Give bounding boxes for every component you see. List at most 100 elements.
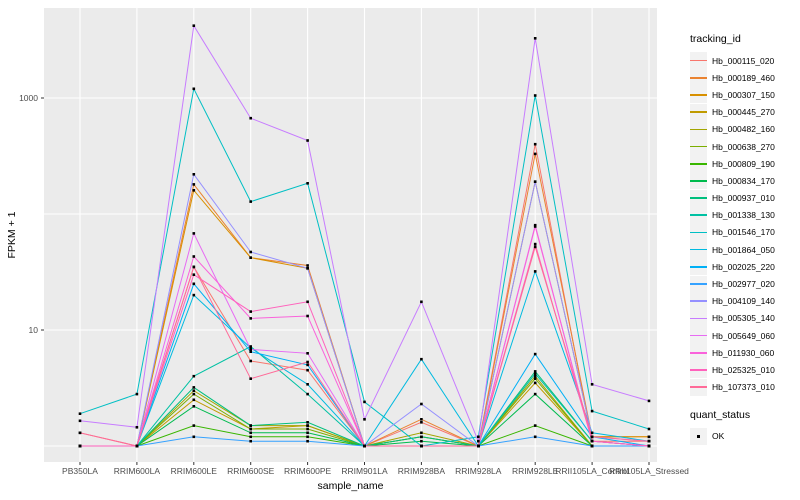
legend-label: Hb_000809_190	[712, 158, 775, 169]
legend-label: Hb_002025_220	[712, 261, 775, 272]
data-point	[78, 444, 82, 448]
legend-line-swatch-icon	[690, 248, 707, 251]
legend-line-swatch-icon	[690, 317, 707, 320]
legend-label: Hb_011930_060	[712, 347, 775, 358]
data-point	[135, 444, 139, 448]
legend-key	[690, 86, 707, 104]
legend-line-swatch-icon	[690, 111, 707, 113]
data-point	[306, 383, 309, 386]
data-point	[533, 352, 537, 356]
legend-line-swatch-icon	[690, 76, 707, 79]
legend-item-Hb_000937_010: Hb_000937_010	[690, 189, 798, 207]
legend-key	[690, 52, 707, 70]
data-point	[306, 392, 309, 396]
data-point	[192, 293, 196, 297]
data-point	[192, 389, 196, 392]
x-tick-label: PB350LA	[62, 466, 98, 476]
data-point	[647, 427, 651, 431]
legend-item-Hb_005305_140: Hb_005305_140	[690, 309, 798, 327]
data-point	[306, 431, 309, 435]
data-point	[420, 357, 423, 361]
data-point	[249, 435, 252, 439]
chart-legend: tracking_id Hb_000115_020 Hb_000189_460 Hb…	[690, 33, 798, 445]
legend-label: Hb_005305_140	[712, 313, 775, 324]
data-point	[249, 310, 252, 313]
data-point	[192, 392, 196, 396]
data-point	[192, 24, 196, 27]
data-point	[306, 264, 309, 267]
data-point	[306, 182, 309, 185]
legend-item-Hb_001864_050: Hb_001864_050	[690, 241, 798, 259]
legend-key	[690, 327, 707, 345]
y-tick-label: 10	[29, 325, 39, 335]
legend-line-swatch-icon	[690, 300, 707, 303]
y-axis-title: FPKM + 1	[6, 211, 18, 258]
data-point	[533, 435, 537, 439]
data-point	[420, 300, 423, 304]
legend-key	[690, 344, 707, 362]
legend-line-swatch-icon	[690, 94, 707, 96]
legend-line-swatch-icon	[690, 197, 707, 199]
legend-key	[690, 378, 707, 396]
data-point	[192, 273, 196, 276]
data-point	[192, 282, 196, 286]
data-point	[192, 255, 196, 258]
legend-line-swatch-icon	[690, 214, 707, 217]
data-point	[192, 435, 196, 439]
legend-item-Hb_000482_160: Hb_000482_160	[690, 120, 798, 138]
legend-label: Hb_002977_020	[712, 279, 775, 290]
legend-key	[690, 155, 707, 173]
legend-key-ok	[690, 427, 707, 445]
legend-key	[690, 172, 707, 190]
data-point	[363, 444, 366, 448]
legend-label: Hb_000937_010	[712, 193, 775, 204]
data-point	[306, 139, 309, 142]
legend-label: Hb_000834_170	[712, 175, 775, 186]
data-point	[420, 439, 423, 443]
data-point	[533, 152, 537, 156]
data-point	[533, 381, 537, 385]
legend-label: Hb_000445_270	[712, 107, 775, 118]
legend-line-swatch-icon	[690, 351, 707, 354]
data-point	[533, 245, 537, 249]
data-point	[306, 360, 309, 364]
data-point	[477, 444, 480, 448]
data-point	[78, 431, 82, 435]
data-point	[533, 94, 537, 97]
legend-label: Hb_005649_060	[712, 330, 775, 341]
data-point	[249, 377, 252, 380]
data-point	[135, 426, 139, 429]
legend-line-swatch-icon	[690, 334, 707, 337]
x-tick-label: RRIM928LA	[455, 466, 502, 476]
data-point	[420, 402, 423, 406]
data-point	[192, 405, 196, 408]
data-point	[647, 444, 651, 448]
data-point	[192, 183, 196, 186]
legend-item-Hb_004109_140: Hb_004109_140	[690, 292, 798, 310]
data-point	[192, 87, 196, 91]
legend-items: Hb_000115_020 Hb_000189_460 Hb_000307_150 H…	[690, 52, 798, 396]
data-point	[306, 267, 309, 270]
legend-label: Hb_000115_020	[712, 55, 775, 66]
legend-label: Hb_001864_050	[712, 244, 775, 255]
legend-key	[690, 189, 707, 207]
data-point	[533, 37, 537, 40]
data-point	[192, 173, 196, 176]
data-point	[420, 444, 423, 448]
data-point	[192, 265, 196, 269]
data-point	[306, 424, 309, 427]
data-point	[533, 377, 537, 380]
legend-item-Hb_000307_150: Hb_000307_150	[690, 86, 798, 104]
data-point	[590, 383, 594, 386]
x-tick-label: RRIM600PE	[284, 466, 332, 476]
data-point	[306, 435, 309, 439]
data-point	[533, 142, 537, 146]
legend-line-swatch-icon	[690, 59, 707, 62]
data-point	[249, 431, 252, 435]
legend-key	[690, 292, 707, 310]
legend-label: Hb_107373_010	[712, 382, 775, 393]
x-tick-label: RRIM901LA	[341, 466, 388, 476]
data-point	[590, 439, 594, 443]
data-point	[420, 421, 423, 424]
legend-item-Hb_107373_010: Hb_107373_010	[690, 378, 798, 396]
